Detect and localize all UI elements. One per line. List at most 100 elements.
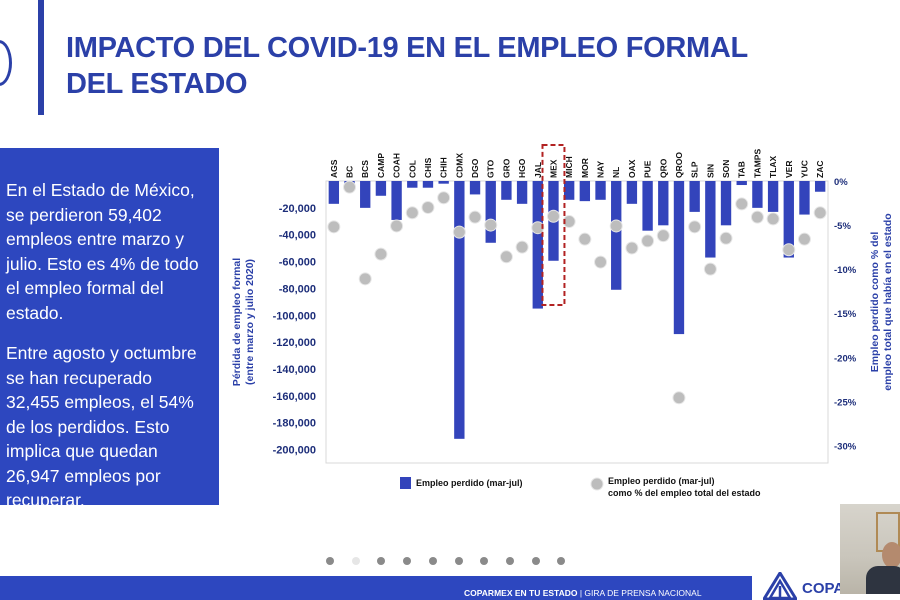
category-label: TLAX [768, 155, 778, 178]
pct-marker [546, 209, 560, 223]
pagination-dot[interactable] [480, 557, 489, 565]
coparmex-logo-icon [763, 572, 797, 600]
pagination-dot[interactable] [557, 557, 566, 565]
footer-caption-rest: | GIRA DE PRENSA NACIONAL [577, 588, 702, 598]
right-tick-label: -15% [834, 309, 857, 320]
bar [705, 181, 716, 258]
pct-marker [719, 231, 733, 245]
left-tick-label: -20,000 [279, 203, 316, 215]
legend-bar-label: Empleo perdido (mar-jul) [416, 478, 523, 488]
left-tick-label: -100,000 [273, 310, 316, 322]
pct-marker [766, 212, 780, 226]
highlight-box-mex [541, 144, 566, 306]
category-label: JAL [533, 162, 543, 178]
category-label: BC [345, 166, 355, 178]
pagination-dot[interactable] [351, 557, 360, 565]
left-tick-label: -60,000 [279, 257, 316, 269]
title-line-1: IMPACTO DEL COVID-19 EN EL EMPLEO FORMAL [66, 32, 748, 64]
category-label: CHIS [423, 157, 433, 178]
category-label: COL [407, 160, 417, 178]
bar [642, 181, 653, 231]
category-label: MICH [564, 156, 574, 178]
title-accent-bar [38, 0, 44, 115]
bar [799, 181, 810, 215]
legend-marker-label-line-2: como % del empleo total del estado [608, 488, 761, 498]
pct-marker [625, 241, 639, 255]
pct-marker [750, 210, 764, 224]
bar [783, 181, 794, 258]
pct-marker [578, 232, 592, 246]
bar [360, 181, 371, 208]
pagination-dot[interactable] [428, 557, 437, 565]
bar [516, 181, 528, 204]
webcam-person-head [882, 542, 900, 568]
pct-marker [594, 255, 608, 269]
right-axis-title-line-2: empleo total que había en el estado [882, 213, 894, 390]
pct-marker [405, 206, 419, 220]
left-tick-label: -160,000 [273, 391, 316, 403]
pct-marker [609, 219, 623, 233]
left-tick-label: -40,000 [279, 230, 316, 242]
webcam-thumbnail [840, 504, 900, 594]
bar [689, 181, 700, 212]
pct-marker [641, 234, 655, 248]
bar [469, 181, 481, 195]
bar [767, 181, 779, 212]
pct-marker [484, 218, 498, 232]
category-label: BCS [360, 160, 370, 178]
title-line-2: DEL ESTADO [66, 68, 248, 100]
category-label: OAX [627, 159, 637, 178]
bar [658, 181, 669, 226]
bar [375, 181, 387, 196]
right-tick-label: -10% [834, 265, 857, 276]
pagination-dot[interactable] [454, 557, 463, 565]
pct-marker [672, 391, 686, 405]
summary-panel: En el Estado de México, se perdieron 59,… [0, 148, 219, 510]
category-label: MEX [548, 159, 558, 178]
summary-paragraph-2: Entre agosto y octumbre se han recuperad… [6, 343, 197, 510]
left-axis-title-line-1: Pérdida de empleo formal [231, 258, 243, 386]
category-label: SIN [705, 164, 715, 178]
pct-marker [735, 197, 749, 211]
right-tick-label: -30% [834, 441, 857, 452]
category-label: GRO [501, 158, 511, 178]
pct-marker [515, 240, 529, 254]
pct-marker [813, 206, 827, 220]
pct-marker [703, 262, 717, 276]
pct-marker [343, 180, 357, 194]
category-label: HGO [517, 158, 527, 178]
pct-marker [562, 215, 576, 229]
category-label: AGS [329, 159, 339, 178]
footer-bar [0, 576, 752, 600]
bar [563, 181, 575, 200]
pagination-dot[interactable] [505, 557, 514, 565]
pct-marker [688, 220, 702, 234]
right-tick-label: -20% [834, 353, 857, 364]
category-label: YUC [799, 160, 809, 178]
category-label: DGO [470, 158, 480, 178]
pagination-dot[interactable] [377, 557, 386, 565]
bar [752, 181, 763, 208]
category-label: COAH [392, 153, 402, 178]
pct-marker [797, 232, 811, 246]
left-tick-label: -180,000 [273, 418, 316, 430]
legend-bar-swatch [400, 477, 411, 489]
right-tick-label: -5% [834, 221, 851, 232]
category-label: QRO [658, 158, 668, 178]
pct-marker [452, 225, 466, 239]
bar [532, 181, 543, 309]
pct-marker [390, 219, 404, 233]
category-label: GTO [486, 159, 496, 178]
pct-marker [437, 191, 451, 205]
legend-marker-label-line-1: Empleo perdido (mar-jul) [608, 476, 715, 486]
category-label: VER [784, 161, 794, 178]
pagination-dot[interactable] [531, 557, 540, 565]
category-label: ZAC [815, 161, 825, 178]
right-tick-label: -25% [834, 397, 857, 408]
pagination-dot[interactable] [326, 557, 334, 565]
bar [391, 181, 402, 220]
legend-marker-swatch [590, 477, 604, 491]
bar [454, 181, 465, 439]
pagination-dot[interactable] [403, 557, 412, 565]
